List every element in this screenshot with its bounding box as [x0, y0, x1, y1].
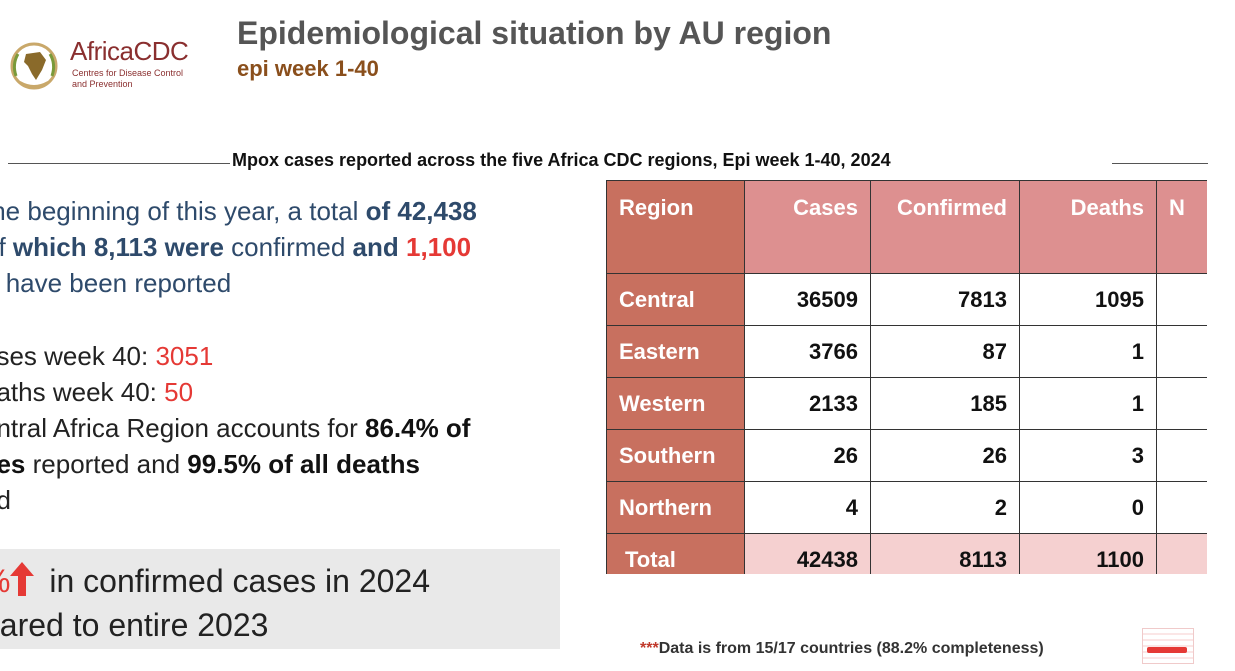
row-confirmed: 87 [870, 325, 1020, 378]
page-subtitle: epi week 1-40 [237, 56, 379, 81]
table-row: Eastern 3766 87 1 [606, 325, 1207, 378]
page-title: Epidemiological situation by AU region [237, 15, 832, 51]
bullet-text-bold: ses [0, 449, 26, 479]
total-deaths: 1100 [1019, 533, 1157, 574]
key-points: ases week 40: 3051 eaths week 40: 50 ent… [0, 338, 600, 518]
brand-badge-bar [1147, 647, 1187, 653]
bullet-deaths-week: eaths week 40: 50 [0, 374, 600, 410]
arrow-up-icon [10, 562, 35, 596]
summary-paragraph: the beginning of this year, a total of 4… [0, 193, 600, 301]
row-extra [1156, 481, 1207, 534]
row-deaths: 1 [1019, 377, 1157, 430]
table-row: Northern 4 2 0 [606, 481, 1207, 534]
logo-name: AfricaCDC [70, 36, 189, 66]
row-confirmed: 7813 [870, 273, 1020, 326]
bullet-text: reported and [25, 449, 188, 479]
row-region: Southern [606, 429, 745, 482]
region-table-grid: Region Cases Confirmed Deaths N Central … [606, 180, 1207, 574]
summary-confirmed: which 8,113 were [12, 232, 224, 262]
bullet-central-region-cont: ses reported and 99.5% of all deaths [0, 446, 600, 482]
region-table: Region Cases Confirmed Deaths N Central … [606, 180, 1207, 574]
header-region: Region [606, 180, 745, 274]
bullet-label: ases week 40: [0, 341, 149, 371]
header-deaths: Deaths [1019, 180, 1157, 274]
row-cases: 26 [744, 429, 871, 482]
row-cases: 36509 [744, 273, 871, 326]
total-cases: 42438 [744, 533, 871, 574]
footnote-text: Data is from 15/17 countries (88.2% comp… [658, 640, 1044, 657]
footnote-stars: *** [640, 640, 659, 657]
logo-sub-line2: and Prevention [72, 79, 133, 89]
row-extra [1156, 429, 1207, 482]
bullet-central-region-end: ed [0, 482, 600, 518]
summary-text: have been reported [0, 268, 232, 298]
brand-badge-icon [1142, 628, 1194, 664]
table-header-row: Region Cases Confirmed Deaths N [606, 180, 1207, 274]
row-cases: 2133 [744, 377, 871, 430]
callout-line2: pared to entire 2023 [0, 607, 269, 643]
row-deaths: 0 [1019, 481, 1157, 534]
callout-text: % in confirmed cases in 2024 pared to en… [0, 559, 430, 647]
africa-emblem-icon [10, 42, 58, 90]
row-cases: 4 [744, 481, 871, 534]
bullet-text: entral Africa Region accounts for [0, 413, 365, 443]
row-confirmed: 185 [870, 377, 1020, 430]
table-caption: Mpox cases reported across the five Afri… [232, 150, 891, 170]
footnote: ***Data is from 15/17 countries (88.2% c… [640, 640, 1044, 658]
bullet-text: ed [0, 485, 11, 515]
bullet-text-bold: 86.4% of [364, 413, 471, 443]
caption-rule-right [1112, 163, 1208, 164]
row-confirmed: 26 [870, 429, 1020, 482]
row-extra [1156, 325, 1207, 378]
summary-deaths: 1,100 [406, 232, 472, 262]
logo-sub-line1: Centres for Disease Control [72, 68, 184, 78]
bullet-value: 50 [164, 377, 194, 407]
row-extra [1156, 273, 1207, 326]
row-deaths: 1095 [1019, 273, 1157, 326]
header-next: N [1156, 180, 1207, 274]
row-confirmed: 2 [870, 481, 1020, 534]
callout-line1: in confirmed cases in 2024 [40, 563, 430, 599]
bullet-text-bold: 99.5% of all deaths [187, 449, 420, 479]
caption-rule-left [8, 163, 230, 164]
bullet-cases-week: ases week 40: 3051 [0, 338, 600, 374]
callout-box: % in confirmed cases in 2024 pared to en… [0, 549, 560, 649]
summary-text: confirmed [223, 232, 353, 262]
callout-prefix: % [0, 563, 10, 599]
header-confirmed: Confirmed [870, 180, 1020, 274]
row-region: Western [606, 377, 745, 430]
total-region: Total [606, 533, 745, 574]
row-deaths: 1 [1019, 325, 1157, 378]
header-cases: Cases [744, 180, 871, 274]
table-row: Western 2133 185 1 [606, 377, 1207, 430]
table-total-row: Total 42438 8113 1100 [606, 533, 1207, 574]
summary-text: of [0, 232, 6, 262]
row-extra [1156, 377, 1207, 430]
bullet-label: eaths week 40: [0, 377, 165, 407]
total-extra [1156, 533, 1207, 574]
summary-total: of 42,438 [365, 196, 477, 226]
row-cases: 3766 [744, 325, 871, 378]
bullet-value: 3051 [155, 341, 214, 371]
africacdc-logo: AfricaCDC Centres for Disease Control an… [6, 34, 206, 96]
total-confirmed: 8113 [870, 533, 1020, 574]
summary-column: the beginning of this year, a total of 4… [0, 0, 600, 671]
row-region: Eastern [606, 325, 745, 378]
summary-text-bold: and [352, 232, 406, 262]
row-region: Northern [606, 481, 745, 534]
logo-subtitle: Centres for Disease Control and Preventi… [72, 68, 183, 90]
table-row: Southern 26 26 3 [606, 429, 1207, 482]
row-region: Central [606, 273, 745, 326]
table-row: Central 36509 7813 1095 [606, 273, 1207, 326]
row-deaths: 3 [1019, 429, 1157, 482]
bullet-central-region: entral Africa Region accounts for 86.4% … [0, 410, 600, 446]
summary-text: the beginning of this year, a total [0, 196, 366, 226]
